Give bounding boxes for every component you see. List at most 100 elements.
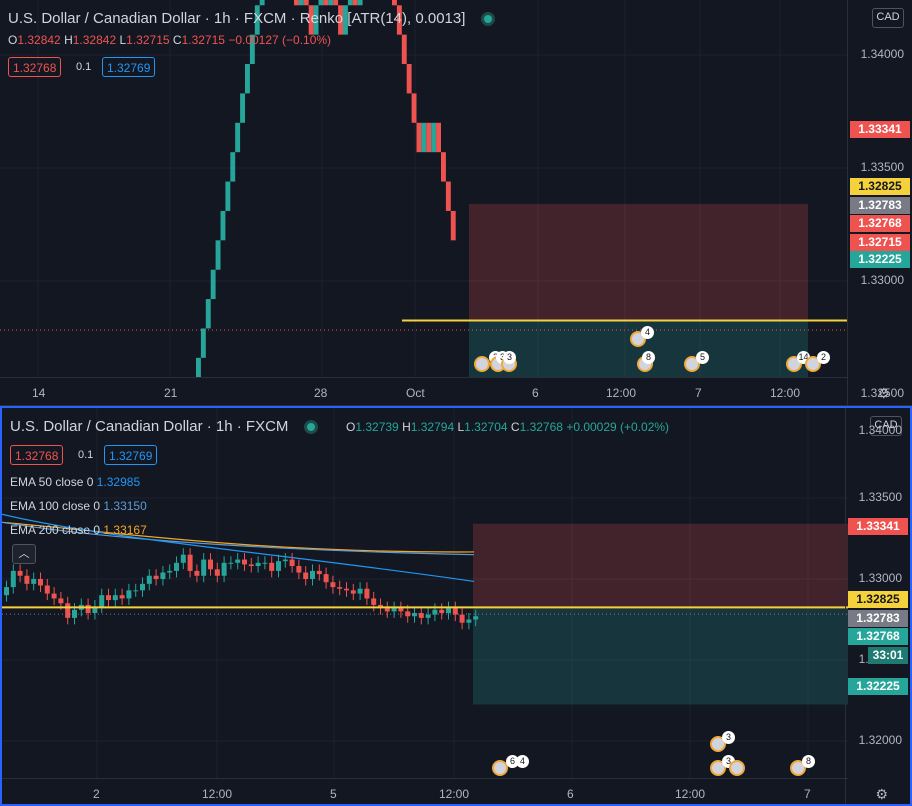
ema-200-legend[interactable]: EMA 200 close 0 1.33167 bbox=[10, 523, 147, 537]
ema-100-legend[interactable]: EMA 100 close 0 1.33150 bbox=[10, 499, 147, 513]
event-count-badge: 5 bbox=[696, 351, 709, 364]
sell-price-button[interactable]: 1.32768 bbox=[10, 445, 64, 465]
candle-body bbox=[384, 608, 390, 612]
candle-body bbox=[391, 608, 397, 612]
renko-brick bbox=[303, 0, 309, 6]
candle-body bbox=[269, 562, 275, 571]
candle-body bbox=[310, 570, 315, 579]
event-count-badge: 8 bbox=[642, 351, 655, 364]
price-tick: 1.34000 bbox=[858, 423, 902, 437]
candle-plot[interactable] bbox=[2, 408, 848, 778]
ohlc-high-label: H bbox=[64, 33, 73, 47]
spread-value: 0.1 bbox=[76, 61, 92, 73]
candle-body bbox=[337, 587, 343, 589]
renko-brick bbox=[416, 122, 422, 153]
time-axis-2[interactable]: 2 12:00 5 12:00 6 12:00 7 bbox=[2, 778, 848, 804]
candle-body bbox=[425, 614, 431, 618]
renko-brick bbox=[352, 0, 358, 6]
time-axis[interactable]: 14 21 28 Oct 6 12:00 7 12:00 bbox=[0, 377, 848, 405]
candle-body bbox=[44, 585, 50, 594]
time-tick: 21 bbox=[164, 386, 178, 400]
candle-chart-pane[interactable]: U.S. Dollar / Canadian Dollar · 1h · FXC… bbox=[0, 406, 912, 806]
ema-50-value: 1.32985 bbox=[96, 475, 141, 489]
renko-brick bbox=[441, 152, 446, 182]
renko-brick bbox=[298, 0, 304, 6]
candle-body bbox=[112, 595, 118, 601]
candle-body bbox=[446, 608, 451, 614]
sell-price-button[interactable]: 1.32768 bbox=[8, 57, 62, 77]
ohlc-readout: O1.32842 H1.32842 L1.32715 C1.32715 −0.0… bbox=[8, 33, 331, 47]
ohlc-close-label: C bbox=[510, 420, 520, 434]
renko-chart-pane[interactable]: U.S. Dollar / Canadian Dollar · 1h · FXC… bbox=[0, 0, 912, 406]
stop-loss-zone bbox=[473, 523, 848, 608]
candle-body bbox=[242, 559, 247, 565]
renko-brick bbox=[254, 5, 260, 35]
price-axis-2[interactable]: CAD 1.340001.335001.330001.325001.32000 … bbox=[845, 408, 910, 804]
settings-gear-icon[interactable]: ⚙ bbox=[877, 385, 890, 401]
time-tick: 6 bbox=[532, 386, 539, 400]
settings-gear-icon[interactable]: ⚙ bbox=[875, 786, 888, 802]
renko-brick bbox=[401, 34, 407, 65]
candle-body bbox=[296, 566, 302, 573]
candle-body bbox=[344, 588, 349, 591]
ema-50-legend[interactable]: EMA 50 close 0 1.32985 bbox=[10, 475, 140, 489]
ohlc-open: 1.32739 bbox=[355, 420, 399, 434]
candle-body bbox=[160, 572, 166, 579]
candle-body bbox=[357, 588, 363, 594]
renko-plot[interactable] bbox=[0, 0, 848, 377]
renko-brick bbox=[411, 93, 417, 123]
buy-price-button[interactable]: 1.32769 bbox=[104, 445, 158, 465]
renko-brick bbox=[445, 181, 451, 211]
candle-body bbox=[194, 570, 200, 576]
symbol-title[interactable]: U.S. Dollar / Canadian Dollar · 1h · FXC… bbox=[8, 10, 492, 27]
economic-event-icon[interactable] bbox=[492, 760, 508, 776]
economic-event-icon[interactable] bbox=[474, 356, 490, 372]
renko-brick bbox=[323, 0, 329, 6]
event-count-badge: 6 bbox=[506, 755, 519, 768]
time-tick: 12:00 bbox=[606, 386, 637, 400]
time-tick: 5 bbox=[330, 787, 337, 801]
candle-body bbox=[459, 614, 465, 623]
candle-body bbox=[276, 561, 281, 571]
currency-button[interactable]: CAD bbox=[872, 8, 904, 28]
candle-body bbox=[282, 559, 288, 562]
candle-body bbox=[58, 598, 64, 604]
price-tick: 1.32000 bbox=[858, 733, 902, 747]
price-label: 1.32768 bbox=[848, 628, 908, 645]
candle-body bbox=[153, 575, 159, 579]
price-label: 1.32715 bbox=[850, 234, 910, 251]
candle-body bbox=[17, 570, 23, 576]
ema-200-value: 1.33167 bbox=[103, 523, 147, 537]
candle-body bbox=[99, 595, 105, 607]
candle-body bbox=[214, 569, 220, 576]
price-axis[interactable]: CAD 1.340001.335001.330001.325001.320001… bbox=[847, 0, 912, 405]
symbol-title-text-2: U.S. Dollar / Canadian Dollar · 1h · FXC… bbox=[10, 418, 289, 435]
renko-brick bbox=[215, 240, 221, 270]
ohlc-low-label: L bbox=[457, 420, 465, 434]
time-tick: 7 bbox=[695, 386, 702, 400]
currency-button-2[interactable]: CAD bbox=[870, 416, 902, 436]
renko-brick bbox=[240, 93, 245, 123]
renko-brick bbox=[196, 357, 201, 377]
buy-price-button[interactable]: 1.32769 bbox=[102, 57, 156, 77]
event-count-badge: 3 bbox=[503, 351, 516, 364]
price-tick: 1.32500 bbox=[860, 386, 904, 400]
ema-50-line bbox=[2, 513, 475, 583]
candle-body bbox=[146, 575, 152, 584]
candle-body bbox=[473, 616, 479, 620]
candle-body bbox=[371, 598, 377, 605]
candle-body bbox=[255, 562, 261, 567]
ema-200-label: EMA 200 close 0 bbox=[10, 523, 101, 537]
collapse-legend-button[interactable]: ︿ bbox=[12, 544, 36, 564]
renko-brick bbox=[328, 0, 334, 6]
renko-brick bbox=[338, 5, 343, 35]
candle-body bbox=[4, 587, 9, 596]
time-tick: 2 bbox=[93, 787, 100, 801]
ohlc-readout-2: O1.32739 H1.32794 L1.32704 C1.32768 +0.0… bbox=[346, 420, 669, 434]
candle-body bbox=[316, 570, 322, 575]
renko-brick bbox=[230, 152, 236, 182]
symbol-title-2[interactable]: U.S. Dollar / Canadian Dollar · 1h · FXC… bbox=[10, 418, 315, 435]
candle-body bbox=[10, 570, 16, 588]
economic-event-icon[interactable] bbox=[729, 760, 745, 776]
renko-brick bbox=[426, 122, 432, 153]
